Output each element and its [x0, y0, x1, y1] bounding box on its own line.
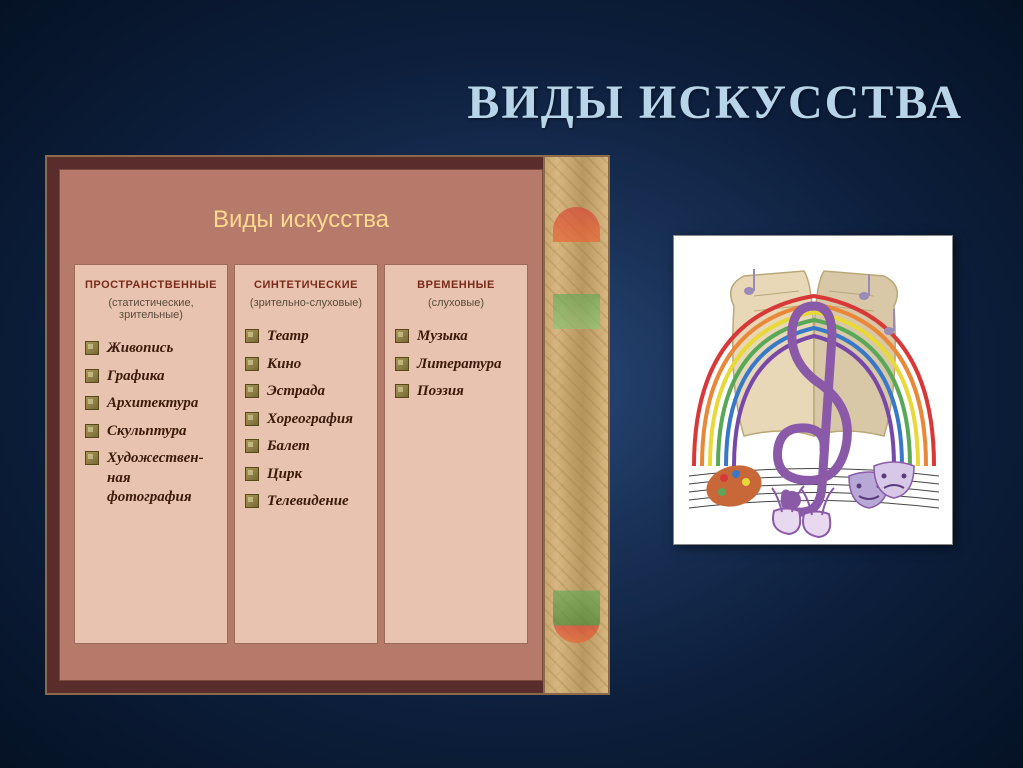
column-title: ПРОСТРАНСТВЕННЫЕ — [85, 279, 217, 291]
list-item: Кино — [245, 355, 367, 375]
list-item: Художествен­ная фотография — [85, 449, 217, 508]
bullet-icon — [85, 341, 99, 355]
item-label: Телевидение — [267, 492, 349, 512]
column-header: ПРОСТРАНСТВЕННЫЕ (статистические, зрител… — [85, 279, 217, 321]
column-header: ВРЕМЕННЫЕ (слуховые) — [395, 279, 517, 309]
item-label: Архитектура — [107, 394, 198, 414]
bullet-icon — [395, 329, 409, 343]
bullet-icon — [245, 494, 259, 508]
card-title: Виды искусства — [70, 188, 532, 264]
list-item: Графика — [85, 367, 217, 387]
column-spatial: ПРОСТРАНСТВЕННЫЕ (статистические, зрител… — [74, 264, 228, 644]
list-item: Телевидение — [245, 492, 367, 512]
bullet-icon — [85, 396, 99, 410]
bullet-icon — [85, 451, 99, 465]
item-list: Музыка Литература Поэзия — [395, 327, 517, 402]
column-subtitle: (зрительно-слуховые) — [245, 297, 367, 309]
bullet-icon — [395, 384, 409, 398]
list-item: Музыка — [395, 327, 517, 347]
column-title: СИНТЕТИЧЕСКИЕ — [245, 279, 367, 291]
arts-illustration — [673, 235, 953, 545]
list-item: Цирк — [245, 465, 367, 485]
item-label: Живопись — [107, 339, 173, 359]
bullet-icon — [245, 384, 259, 398]
column-header: СИНТЕТИЧЕСКИЕ (зрительно-слуховые) — [245, 279, 367, 309]
list-item: Поэзия — [395, 382, 517, 402]
item-label: Балет — [267, 437, 310, 457]
bullet-icon — [395, 357, 409, 371]
list-item: Балет — [245, 437, 367, 457]
list-item: Скульптура — [85, 422, 217, 442]
item-label: Литература — [417, 355, 502, 375]
list-item: Архитектура — [85, 394, 217, 414]
list-item: Живопись — [85, 339, 217, 359]
column-subtitle: (слуховые) — [395, 297, 517, 309]
item-label: Цирк — [267, 465, 302, 485]
palette-icon — [702, 459, 766, 512]
item-label: Поэзия — [417, 382, 464, 402]
item-label: Театр — [267, 327, 309, 347]
bullet-icon — [245, 357, 259, 371]
item-list: Театр Кино Эстрада Хореография Балет Цир… — [245, 327, 367, 512]
column-temporal: ВРЕМЕННЫЕ (слуховые) Музыка Литература П… — [384, 264, 528, 644]
column-synthetic: СИНТЕТИЧЕСКИЕ (зрительно-слуховые) Театр… — [234, 264, 378, 644]
item-label: Графика — [107, 367, 164, 387]
item-label: Кино — [267, 355, 301, 375]
item-list: Живопись Графика Архитектура Скульптура … — [85, 339, 217, 508]
column-title: ВРЕМЕННЫЕ — [395, 279, 517, 291]
diagram-content: Виды искусства ПРОСТРАНСТВЕННЫЕ (статист… — [59, 169, 543, 681]
item-label: Музыка — [417, 327, 468, 347]
scroll-ornament — [543, 157, 608, 693]
bullet-icon — [245, 467, 259, 481]
diagram-panel: Виды искусства ПРОСТРАНСТВЕННЫЕ (статист… — [45, 155, 610, 695]
bullet-icon — [245, 439, 259, 453]
slide-title: ВИДЫ ИСКУССТВА — [467, 75, 963, 130]
bullet-icon — [245, 412, 259, 426]
columns-container: ПРОСТРАНСТВЕННЫЕ (статистические, зрител… — [70, 264, 532, 644]
theater-masks-icon — [849, 462, 914, 508]
bullet-icon — [85, 369, 99, 383]
column-subtitle: (статистические, зрительные) — [85, 297, 217, 321]
list-item: Хореография — [245, 410, 367, 430]
bullet-icon — [245, 329, 259, 343]
item-label: Скульптура — [107, 422, 187, 442]
item-label: Эстрада — [267, 382, 325, 402]
item-label: Художествен­ная фотография — [107, 449, 217, 508]
list-item: Литература — [395, 355, 517, 375]
list-item: Театр — [245, 327, 367, 347]
bullet-icon — [85, 424, 99, 438]
list-item: Эстрада — [245, 382, 367, 402]
item-label: Хореография — [267, 410, 353, 430]
